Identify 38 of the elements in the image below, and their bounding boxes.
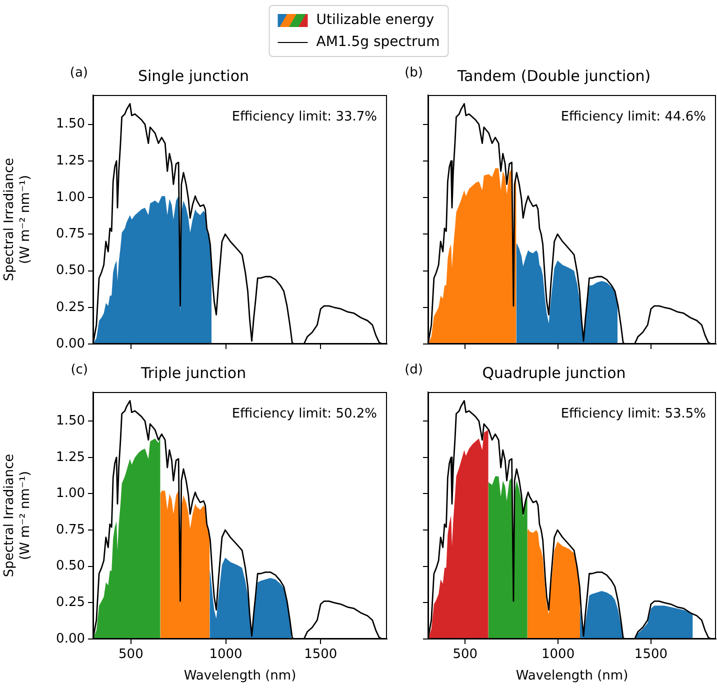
y-tick-label: 0.00 <box>56 336 85 352</box>
y-axis-title: Spectral Irradiance (W m⁻² nm⁻¹) <box>2 454 33 578</box>
legend-label: Utilizable energy <box>316 12 434 28</box>
y-tick-label: 0.50 <box>56 558 85 574</box>
chart-title: Triple junction <box>140 364 246 382</box>
y-tick-label: 0.75 <box>56 226 85 242</box>
x-tick-label: 500 <box>118 647 144 662</box>
x-tick-label: 1500 <box>634 647 668 662</box>
y-tick-label: 1.00 <box>56 486 85 502</box>
y-tick-label: 1.25 <box>56 153 85 168</box>
y-tick-label: 0.25 <box>56 595 85 610</box>
annotation: Efficiency limit: 50.2% <box>232 406 377 422</box>
annotation: Efficiency limit: 44.6% <box>560 109 706 124</box>
text: (c) <box>70 362 88 378</box>
y-tick-label: 0.50 <box>56 263 85 278</box>
y-axis-title: Spectral Irradiance (W m⁻² nm⁻¹) <box>2 158 33 282</box>
text: (b) <box>404 65 423 80</box>
x-axis-title: Wavelength (nm) <box>516 668 628 684</box>
chart-title: Tandem (Double junction) <box>456 66 651 85</box>
x-tick-label: 500 <box>452 647 478 662</box>
y-tick-label: 1.50 <box>56 116 85 132</box>
annotation: Efficiency limit: 53.5% <box>560 406 706 422</box>
x-tick-label: 1500 <box>304 647 338 662</box>
x-axis-title: Wavelength (nm) <box>184 668 296 684</box>
y-tick-label: 1.25 <box>56 450 85 465</box>
chart-title: Quadruple junction <box>482 364 626 382</box>
text: (a) <box>70 65 88 80</box>
y-tick-label: 1.00 <box>56 190 85 205</box>
y-tick-label: 0.00 <box>56 631 85 646</box>
y-tick-label: 1.50 <box>56 413 85 428</box>
y-tick-label: 0.75 <box>56 522 85 538</box>
text: (d) <box>404 362 423 378</box>
annotation: Efficiency limit: 33.7% <box>232 109 377 124</box>
x-tick-label: 1000 <box>542 647 575 662</box>
legend-label: AM1.5g spectrum <box>316 34 440 50</box>
chart-title: Single junction <box>138 66 250 85</box>
y-tick-label: 0.25 <box>56 300 85 315</box>
x-tick-label: 1000 <box>209 647 242 662</box>
